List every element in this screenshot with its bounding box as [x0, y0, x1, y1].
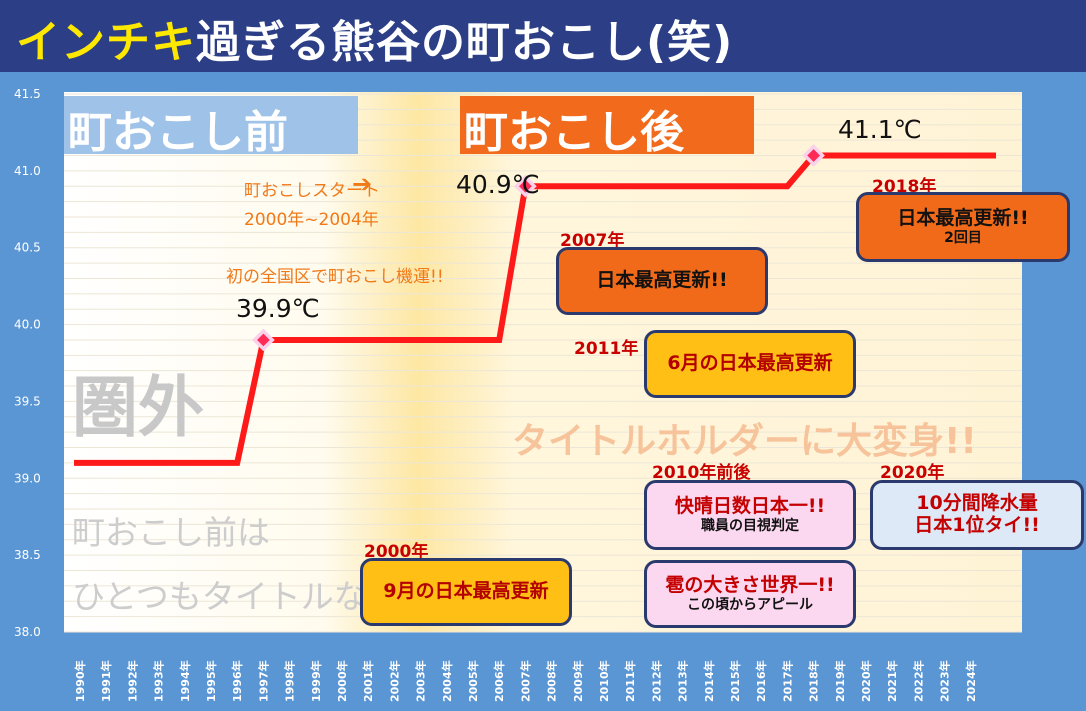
event-box-2020: 10分間降水量 日本1位タイ!! [870, 480, 1084, 550]
after-band [460, 96, 754, 154]
x-tick-label: 2011年 [623, 660, 637, 702]
x-tick-label: 2000年 [335, 660, 349, 702]
marker-label-2007: 40.9℃ [456, 170, 540, 199]
event-year-2010: 2010年前後 [652, 463, 751, 483]
y-tick-label: 41.0 [14, 164, 41, 178]
x-tick-label: 2006年 [492, 660, 506, 702]
x-tick-label: 2024年 [964, 660, 978, 702]
x-tick-label: 1994年 [178, 660, 192, 702]
event-sub-clear-days: 職員の目視判定 [701, 517, 799, 534]
event-main-2000: 9月の日本最高更新 [383, 580, 549, 603]
x-tick-label: 2001年 [361, 660, 375, 702]
x-tick-label: 1990年 [73, 660, 87, 702]
event-sub-2020: 日本1位タイ!! [914, 514, 1040, 536]
x-tick-label: 1991年 [99, 660, 113, 702]
x-tick-label: 2013年 [676, 660, 690, 702]
x-tick-label: 1992年 [125, 660, 139, 702]
event-year-2011: 2011年 [574, 339, 639, 359]
event-year-2007: 2007年 [560, 231, 625, 251]
title-highlight: インチキ [16, 17, 196, 68]
y-axis-ticks: 41.5 41.0 40.5 40.0 39.5 39.0 38.5 38.0 [14, 87, 41, 639]
event-box-hail: 雹の大きさ世界一!! この頃からアピール [644, 560, 856, 628]
x-tick-label: 2014年 [702, 660, 716, 702]
x-tick-label: 2018年 [807, 660, 821, 702]
x-tick-label: 1997年 [256, 660, 270, 702]
out-of-range-label: 圏外 [72, 369, 204, 446]
after-label: 町おこし後 [464, 107, 684, 158]
page-title: インチキ過ぎる熊谷の町おこし(笑) [16, 6, 733, 70]
x-tick-label: 2002年 [387, 660, 401, 702]
arrow-icon: ➔ [352, 170, 373, 198]
event-main-2007: 日本最高更新!! [596, 269, 728, 292]
start-annotation-line2: 2000年~2004年 [244, 210, 379, 230]
x-tick-label: 2021年 [885, 660, 899, 702]
event-main-clear-days: 快晴日数日本一!! [674, 495, 826, 518]
x-tick-label: 2003年 [414, 660, 428, 702]
before-band [64, 96, 358, 154]
event-main-2011: 6月の日本最高更新 [667, 352, 833, 375]
no-title-line1: 町おこし前は [72, 513, 270, 552]
y-tick-label: 41.5 [14, 87, 41, 101]
event-main-2018: 日本最高更新!! [897, 207, 1029, 230]
y-tick-label: 40.0 [14, 318, 41, 332]
y-tick-label: 39.0 [14, 471, 41, 485]
event-main-hail: 雹の大きさ世界一!! [665, 574, 835, 597]
title-bar: インチキ過ぎる熊谷の町おこし(笑) [0, 0, 1086, 72]
event-box-2000: 9月の日本最高更新 [360, 558, 572, 626]
title-holder-label: タイトルホルダーに大変身!! [512, 421, 977, 462]
x-tick-label: 2009年 [571, 660, 585, 702]
event-box-2011: 6月の日本最高更新 [644, 330, 856, 398]
x-tick-label: 1995年 [204, 660, 218, 702]
event-main-2020: 10分間降水量 [916, 492, 1038, 515]
x-tick-label: 2022年 [911, 660, 925, 702]
y-tick-label: 38.0 [14, 625, 41, 639]
x-tick-label: 2012年 [649, 660, 663, 702]
opportunity-annotation: 初の全国区で町おこし機運!! [226, 267, 444, 287]
event-year-2020: 2020年 [880, 463, 945, 483]
before-label: 町おこし前 [68, 107, 288, 158]
plot-background [64, 92, 1022, 632]
event-box-2018: 日本最高更新!! 2回目 [856, 192, 1070, 262]
x-tick-label: 1993年 [152, 660, 166, 702]
y-tick-label: 39.5 [14, 394, 41, 408]
x-tick-label: 2020年 [859, 660, 873, 702]
event-box-clear-days: 快晴日数日本一!! 職員の目視判定 [644, 480, 856, 550]
event-sub-hail: この頃からアピール [687, 596, 813, 613]
x-tick-label: 2016年 [754, 660, 768, 702]
event-sub-2018: 2回目 [944, 229, 982, 246]
event-year-2000: 2000年 [364, 542, 429, 562]
title-rest: 過ぎる熊谷の町おこし(笑) [196, 17, 734, 68]
x-tick-label: 2017年 [780, 660, 794, 702]
x-tick-label: 2008年 [545, 660, 559, 702]
x-tick-label: 2005年 [466, 660, 480, 702]
x-tick-label: 2010年 [597, 660, 611, 702]
x-tick-label: 1996年 [230, 660, 244, 702]
marker-label-1997: 39.9℃ [236, 294, 320, 323]
x-tick-label: 1998年 [283, 660, 297, 702]
x-tick-label: 2007年 [518, 660, 532, 702]
start-annotation-line1: 町おこしスタート [244, 181, 380, 201]
y-tick-label: 40.5 [14, 241, 41, 255]
x-axis-ticks: 1990年 1991年 1992年 1993年 1994年 1995年 1996年 1997年… [73, 660, 978, 702]
x-tick-label: 2004年 [440, 660, 454, 702]
x-tick-label: 1999年 [309, 660, 323, 702]
event-box-2007: 日本最高更新!! [556, 247, 768, 315]
x-tick-label: 2015年 [728, 660, 742, 702]
x-tick-label: 2023年 [938, 660, 952, 702]
marker-label-2018: 41.1℃ [838, 115, 922, 144]
y-tick-label: 38.5 [14, 548, 41, 562]
x-tick-label: 2019年 [833, 660, 847, 702]
